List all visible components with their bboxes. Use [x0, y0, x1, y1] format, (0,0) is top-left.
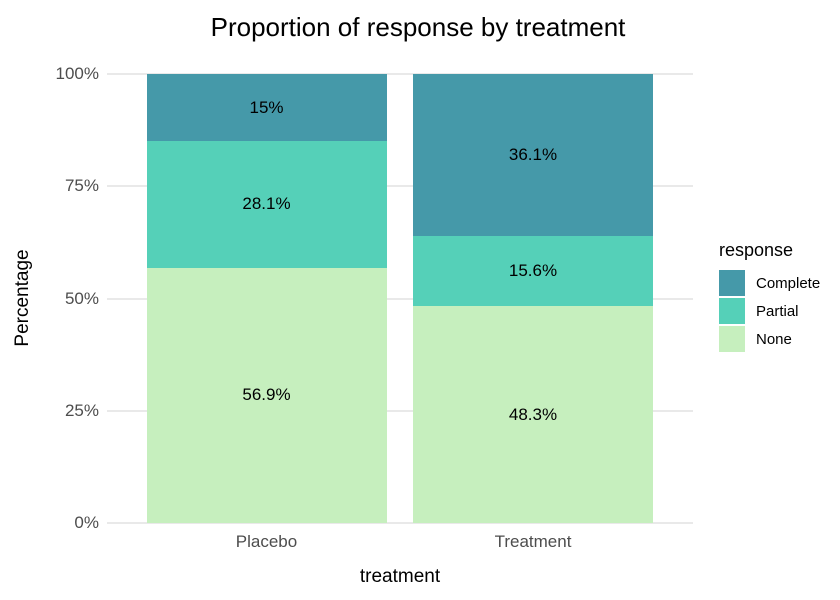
gridline: [107, 185, 693, 188]
gridline: [107, 297, 693, 300]
legend-item-partial: Partial: [719, 298, 820, 324]
segment-value-label: 15%: [249, 97, 284, 117]
legend-swatch-none: [719, 326, 745, 352]
bar-segment-none-placebo: [146, 267, 387, 523]
gridline: [107, 409, 693, 412]
plot-panel: 15% 28.1% 56.9% 36.1% 15.6% 48.3%: [107, 73, 693, 524]
legend: response Complete Partial None: [719, 240, 820, 354]
segment-value-label: 36.1%: [508, 145, 558, 165]
bar-segment-partial-placebo: [146, 141, 387, 268]
gridline: [107, 73, 693, 75]
bar-segment-none-treatment: [413, 306, 653, 523]
y-tick-label: 75%: [64, 176, 99, 196]
gridline: [107, 522, 693, 524]
legend-label: Partial: [756, 302, 799, 320]
x-axis-title: treatment: [359, 566, 441, 587]
x-tick-label: Treatment: [494, 532, 572, 551]
y-tick-label: 25%: [64, 400, 99, 420]
bar-segment-partial-treatment: [413, 236, 653, 307]
segment-value-label: 15.6%: [508, 261, 558, 281]
bar-segment-complete-treatment: [413, 74, 653, 237]
legend-label: None: [756, 330, 792, 348]
y-tick-label: 0%: [74, 513, 99, 532]
segment-value-label: 48.3%: [508, 404, 558, 424]
legend-item-none: None: [719, 326, 820, 352]
segment-value-label: 28.1%: [242, 194, 291, 214]
bar-segment-complete-placebo: [146, 74, 387, 142]
y-tick-label: 100%: [55, 64, 99, 83]
legend-items: Complete Partial None: [719, 270, 820, 352]
legend-label: Complete: [756, 274, 821, 292]
chart-title: Proportion of response by treatment: [210, 12, 626, 42]
legend-item-complete: Complete: [719, 270, 820, 296]
segment-value-label: 56.9%: [242, 385, 291, 405]
y-tick-label: 50%: [64, 288, 99, 308]
x-tick-label: Placebo: [235, 532, 298, 551]
legend-swatch-partial: [719, 298, 745, 324]
legend-swatch-complete: [719, 270, 745, 296]
legend-title: response: [719, 240, 794, 260]
